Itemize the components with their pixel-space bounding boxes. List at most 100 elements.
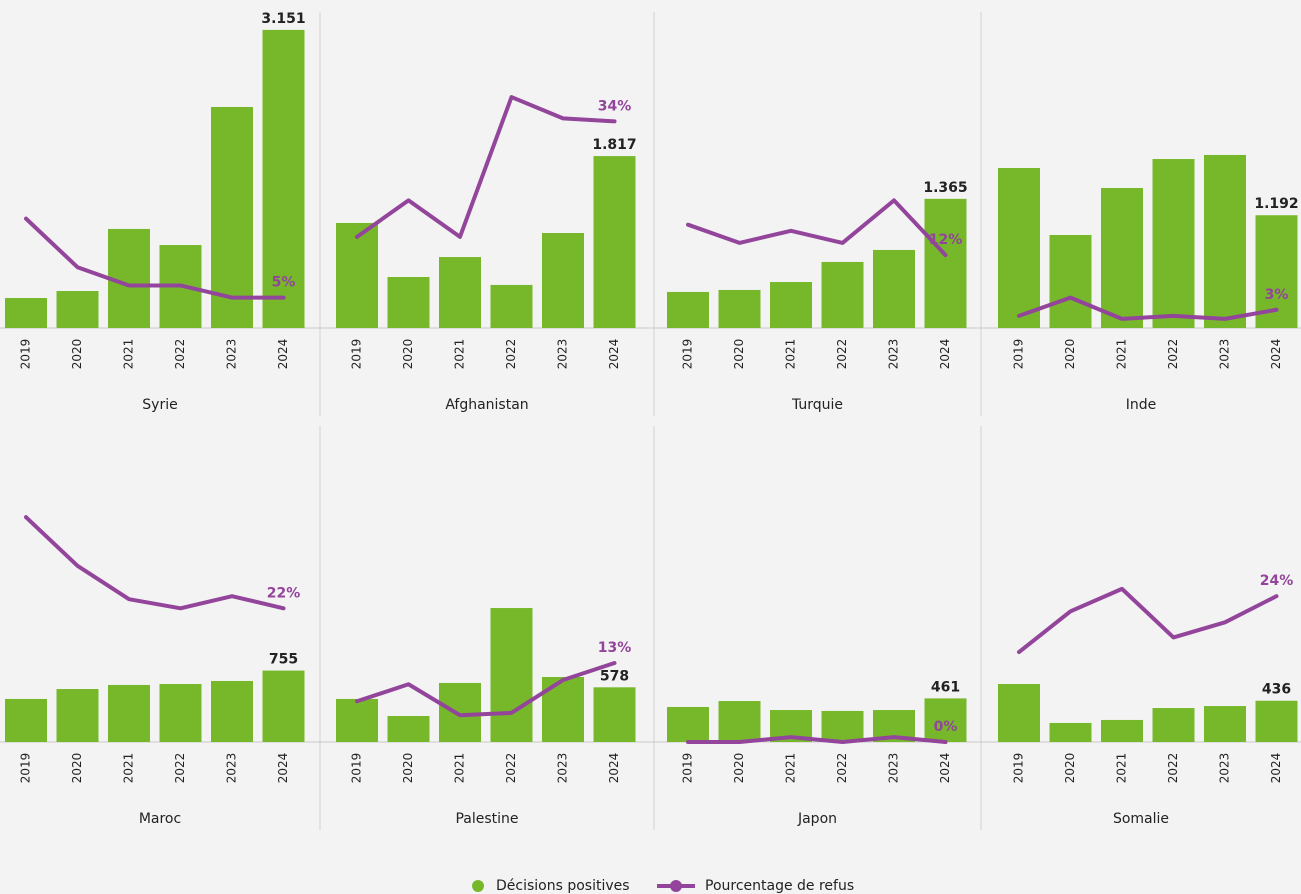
x-tick-label: 2022 — [173, 753, 187, 784]
x-tick-label: 2021 — [1115, 753, 1129, 784]
bar — [387, 277, 430, 328]
x-tick-label: 2022 — [1166, 339, 1180, 370]
bar — [1204, 706, 1246, 742]
x-tick-label: 2024 — [1269, 753, 1283, 784]
panel-title: Inde — [1126, 397, 1157, 413]
bar — [1204, 154, 1246, 328]
x-tick-label: 2019 — [681, 753, 695, 784]
bar — [1255, 700, 1298, 742]
bar — [1049, 234, 1092, 328]
data-label: 22% — [267, 585, 301, 601]
bar — [1101, 719, 1143, 742]
x-tick-label: 2020 — [401, 339, 415, 370]
data-label: 3% — [1265, 287, 1289, 303]
data-label: 1.365 — [923, 180, 967, 196]
x-tick-label: 2020 — [70, 753, 84, 784]
data-label: 1.192 — [1254, 196, 1298, 212]
data-label: 436 — [1262, 682, 1291, 698]
panel-title: Syrie — [142, 397, 177, 413]
x-tick-label: 2019 — [350, 753, 364, 784]
data-label: 12% — [929, 232, 963, 248]
x-tick-label: 2019 — [19, 753, 33, 784]
bar — [490, 608, 533, 742]
data-label: 5% — [272, 275, 296, 291]
x-tick-label: 2019 — [350, 339, 364, 370]
bar — [262, 29, 305, 328]
bar — [439, 682, 481, 742]
bar — [5, 298, 47, 328]
x-tick-label: 2024 — [276, 339, 290, 370]
panel-title: Somalie — [1113, 811, 1169, 827]
bar — [1152, 159, 1195, 328]
line — [355, 661, 617, 718]
bar — [924, 198, 967, 328]
x-tick-label: 2024 — [938, 753, 952, 784]
bar — [821, 710, 864, 742]
x-tick-label: 2019 — [1012, 339, 1026, 370]
x-tick-label: 2021 — [122, 753, 136, 784]
panel-title: Palestine — [455, 811, 518, 827]
x-tick-label: 2022 — [504, 753, 518, 784]
data-label: 461 — [931, 679, 960, 695]
x-tick-label: 2023 — [225, 753, 239, 784]
bar — [262, 670, 305, 742]
x-tick-label: 2020 — [70, 339, 84, 370]
x-tick-label: 2021 — [784, 753, 798, 784]
x-tick-label: 2023 — [887, 753, 901, 784]
bar — [593, 687, 636, 742]
x-tick-label: 2022 — [835, 753, 849, 784]
legend-label: Pourcentage de refus — [705, 878, 854, 894]
data-label: 24% — [1260, 573, 1294, 589]
x-tick-label: 2019 — [19, 339, 33, 370]
x-tick-label: 2020 — [401, 753, 415, 784]
data-label: 3.151 — [261, 11, 305, 27]
bar — [718, 701, 761, 742]
bar — [336, 222, 378, 328]
bar — [667, 291, 709, 328]
bar — [56, 689, 99, 742]
bar — [924, 698, 967, 742]
bar — [211, 680, 253, 742]
bar — [542, 677, 584, 742]
bar — [998, 168, 1040, 328]
bar — [667, 706, 709, 742]
x-tick-label: 2021 — [784, 339, 798, 370]
data-label: 0% — [934, 719, 958, 735]
x-tick-label: 2024 — [607, 339, 621, 370]
bar — [490, 284, 533, 328]
bar — [593, 156, 636, 328]
bar — [439, 257, 481, 328]
x-tick-label: 2024 — [276, 753, 290, 784]
data-label: 755 — [269, 652, 298, 668]
data-label: 34% — [598, 98, 632, 114]
bar — [211, 106, 253, 328]
x-tick-label: 2020 — [1063, 339, 1077, 370]
x-tick-label: 2024 — [607, 753, 621, 784]
panel-title: Turquie — [791, 397, 843, 413]
line — [1017, 295, 1279, 321]
x-tick-label: 2021 — [1115, 339, 1129, 370]
x-tick-label: 2024 — [938, 339, 952, 370]
x-tick-label: 2022 — [504, 339, 518, 370]
bar — [718, 289, 761, 328]
line — [686, 735, 948, 744]
legend-swatch — [472, 880, 484, 892]
x-tick-label: 2020 — [732, 339, 746, 370]
legend-swatch — [670, 880, 682, 892]
x-tick-label: 2021 — [122, 339, 136, 370]
x-tick-label: 2020 — [1063, 753, 1077, 784]
bar — [1152, 708, 1195, 742]
bar — [387, 715, 430, 742]
panel-title: Afghanistan — [445, 397, 528, 413]
x-tick-label: 2022 — [173, 339, 187, 370]
x-tick-label: 2024 — [1269, 339, 1283, 370]
data-label: 578 — [600, 668, 629, 684]
line — [1017, 586, 1279, 655]
bar — [821, 261, 864, 328]
x-tick-label: 2021 — [453, 753, 467, 784]
x-tick-label: 2023 — [225, 339, 239, 370]
bar — [56, 291, 99, 328]
bar — [108, 684, 150, 742]
x-tick-label: 2022 — [835, 339, 849, 370]
line — [24, 515, 286, 611]
